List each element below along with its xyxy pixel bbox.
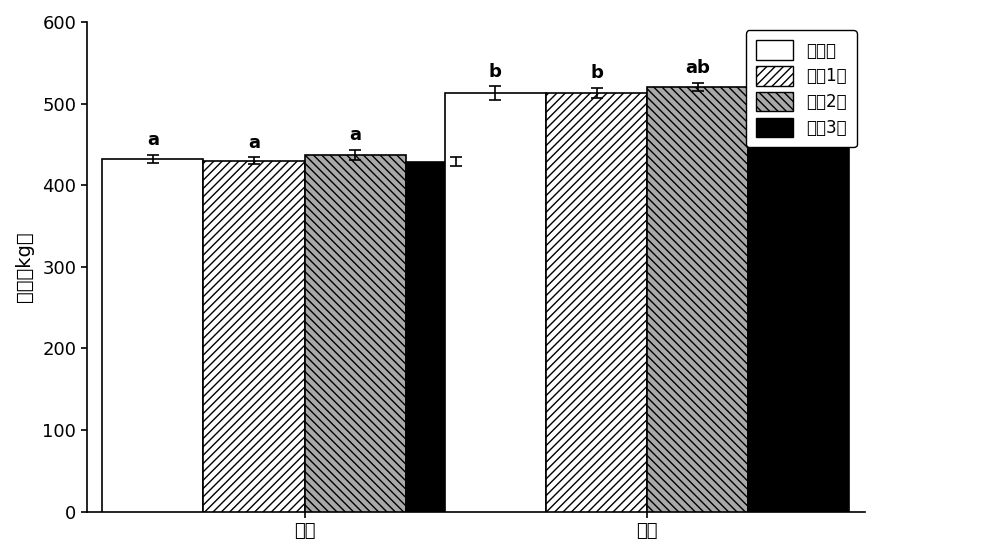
- Bar: [647, 87, 748, 512]
- Bar: [445, 93, 546, 512]
- Bar: [305, 155, 406, 512]
- Text: a: a: [248, 134, 260, 152]
- Bar: [102, 159, 203, 512]
- Text: a: a: [147, 132, 159, 149]
- Text: b: b: [590, 64, 603, 82]
- Text: a: a: [450, 134, 462, 152]
- Bar: [406, 162, 507, 512]
- Bar: [203, 161, 305, 512]
- Text: b: b: [489, 63, 502, 80]
- Text: a: a: [349, 127, 361, 144]
- Legend: 对照组, 试验1组, 试验2组, 试验3组: 对照组, 试验1组, 试验2组, 试验3组: [746, 31, 857, 147]
- Y-axis label: 体重（kg）: 体重（kg）: [15, 231, 34, 302]
- Text: a: a: [793, 43, 805, 61]
- Bar: [748, 73, 849, 512]
- Bar: [546, 93, 647, 512]
- Text: ab: ab: [685, 59, 710, 78]
